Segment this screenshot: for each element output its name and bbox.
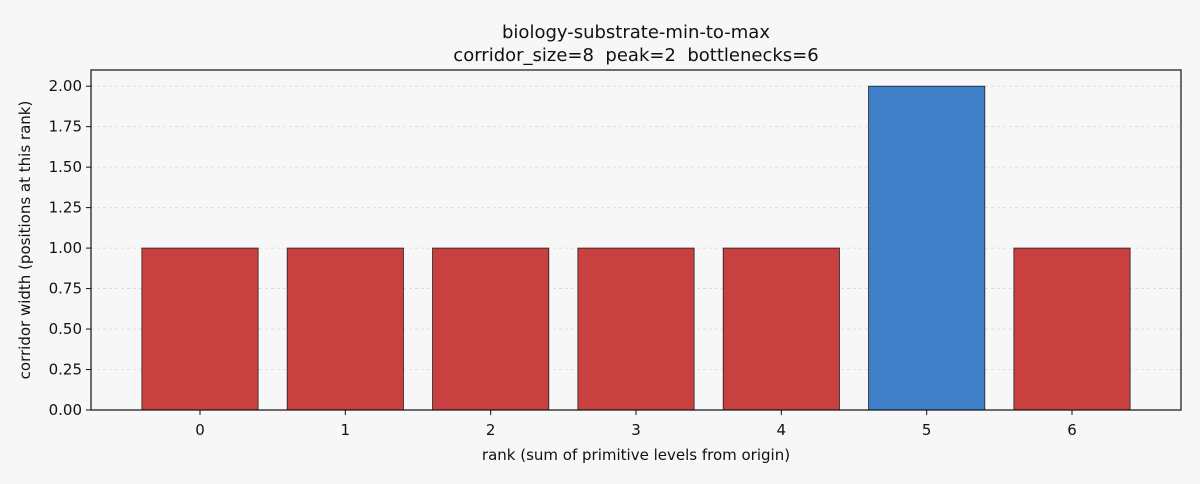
x-tick-label: 4 — [777, 421, 787, 439]
x-tick-label: 2 — [486, 421, 496, 439]
y-tick-label: 0.75 — [49, 280, 82, 298]
y-tick-label: 1.50 — [49, 158, 82, 176]
bar-rank-0 — [141, 247, 259, 411]
y-tick-label: 2.00 — [49, 77, 82, 95]
y-tick-label: 0.25 — [49, 361, 82, 379]
x-tick-label: 0 — [195, 421, 205, 439]
x-axis-label: rank (sum of primitive levels from origi… — [482, 446, 790, 464]
chart-title: biology-substrate-min-to-max — [502, 22, 770, 43]
x-tick-label: 6 — [1067, 421, 1077, 439]
y-tick-label: 1.25 — [49, 199, 82, 217]
y-axis-label: corridor width (positions at this rank) — [16, 101, 34, 380]
bar-rank-4 — [722, 247, 840, 411]
bar-rank-1 — [286, 247, 404, 411]
bar-rank-5 — [868, 85, 986, 411]
x-tick-label: 3 — [631, 421, 641, 439]
y-tick-label: 0.50 — [49, 320, 82, 338]
bar-rank-3 — [577, 247, 695, 411]
x-tick-label: 1 — [341, 421, 351, 439]
bar-rank-6 — [1013, 247, 1131, 411]
bars — [141, 85, 1131, 411]
y-axis: 0.00 0.25 0.50 0.75 1.00 1.25 1.50 1.75 2.00 — [49, 77, 91, 419]
x-tick-label: 5 — [922, 421, 932, 439]
y-tick-label: 1.75 — [49, 118, 82, 136]
y-grid — [91, 85, 1181, 370]
y-tick-label: 0.00 — [49, 401, 82, 419]
chart-subtitle: corridor_size=8 peak=2 bottlenecks=6 — [453, 45, 818, 66]
bar-rank-2 — [432, 247, 550, 411]
y-tick-label: 1.00 — [49, 239, 82, 257]
x-axis: 0 1 2 3 4 5 6 — [195, 410, 1077, 439]
